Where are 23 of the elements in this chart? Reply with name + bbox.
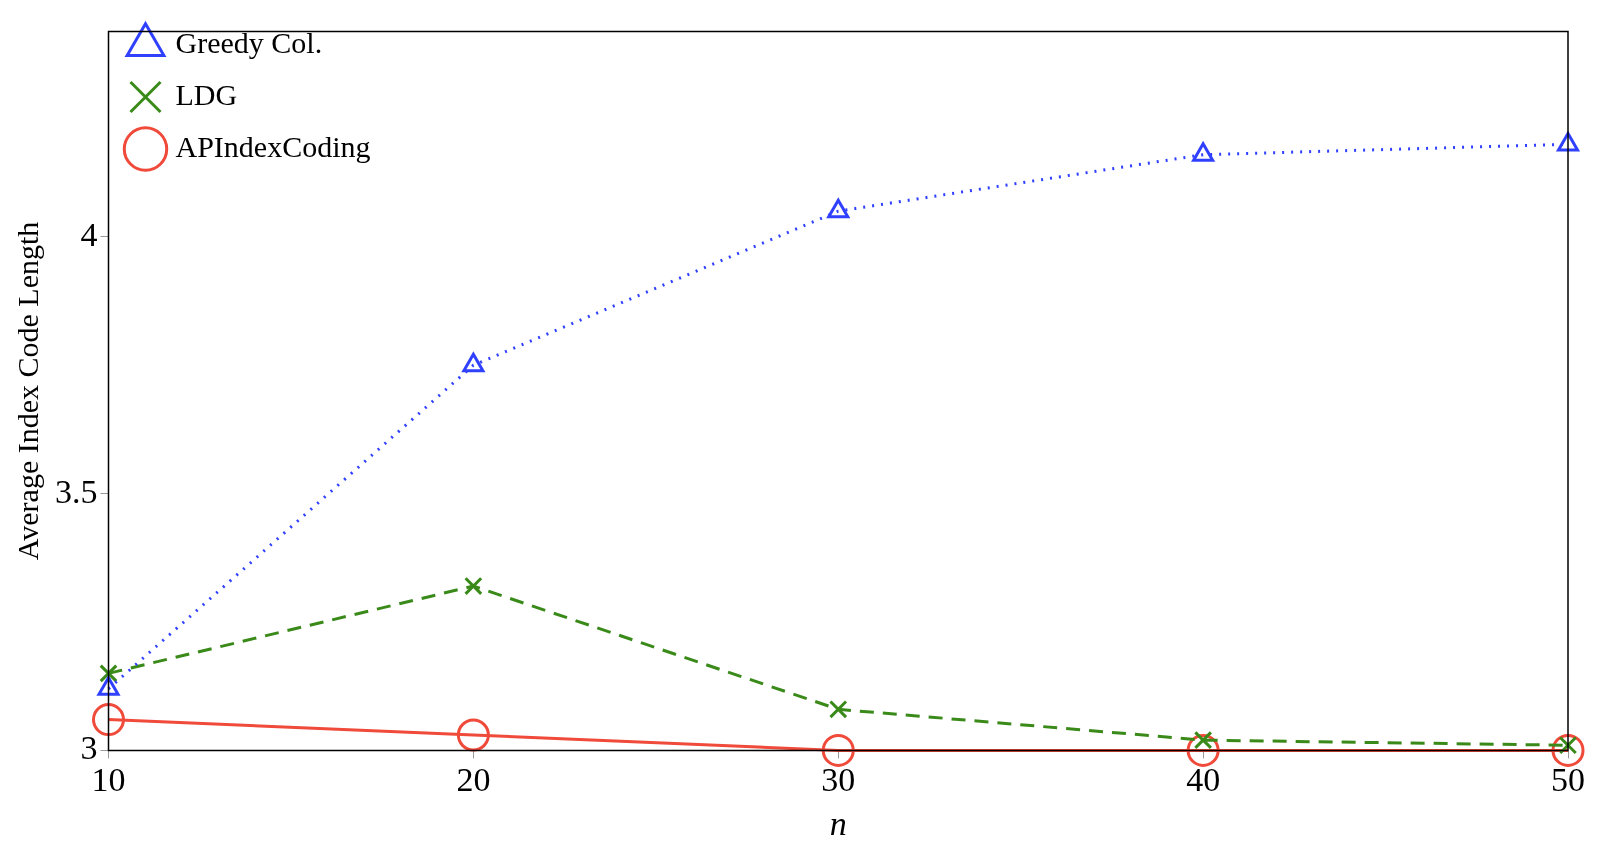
x-tick-label: 30 [821, 760, 856, 798]
point [99, 664, 118, 683]
point [92, 703, 125, 737]
point [1193, 730, 1213, 750]
y-axis-title: Average Index Code Length [10, 221, 44, 561]
x-tick-label: 50 [1551, 760, 1585, 798]
legend-label: APIndexCoding [175, 129, 371, 163]
point [821, 733, 855, 767]
x-tick-label: 40 [1186, 760, 1221, 798]
legend-label: Greedy Col. [175, 25, 323, 59]
point [828, 700, 848, 719]
y-tick-label: 3.5 [55, 472, 98, 510]
point [456, 718, 490, 752]
point [827, 198, 850, 219]
point [1556, 131, 1580, 152]
legend-label: LDG [175, 77, 238, 111]
x-axis-title: n [829, 804, 847, 842]
y-tick-label: 4 [80, 215, 98, 253]
point [464, 576, 483, 596]
point [1192, 142, 1215, 162]
point [462, 352, 485, 373]
point [1551, 733, 1585, 767]
x-tick-label: 20 [456, 760, 491, 798]
